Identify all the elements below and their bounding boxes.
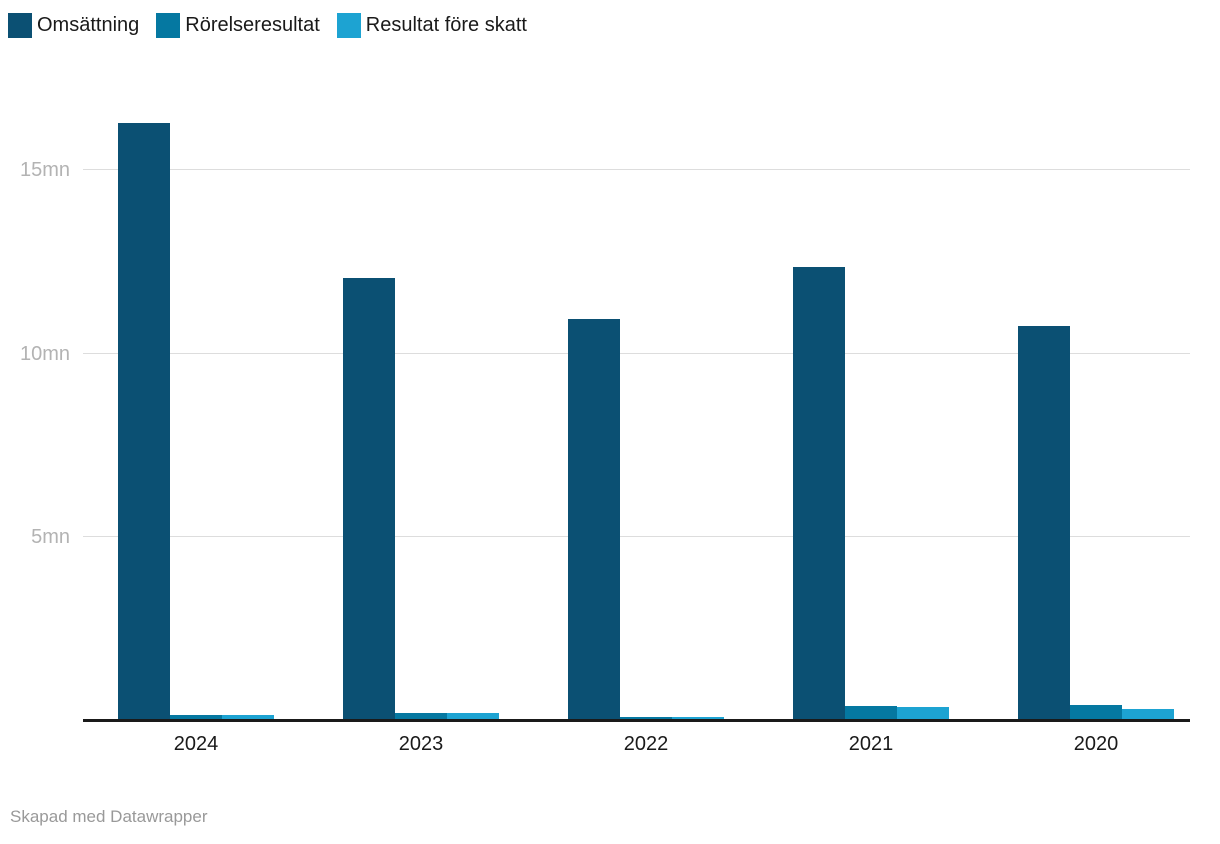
bar-group-2021 <box>793 267 949 720</box>
x-tick-label-2024: 2024 <box>173 733 219 755</box>
legend-swatch <box>156 13 181 38</box>
legend-label: Omsättning <box>37 14 140 36</box>
legend-label: Rörelseresultat <box>185 14 320 36</box>
legend-label: Resultat före skatt <box>365 14 527 36</box>
legend-item-r-relseresultat: Rörelseresultat <box>156 13 320 38</box>
legend: Omsättning Rörelseresultat Resultat före s… <box>8 13 527 38</box>
bar-2022-resultat-f-re-skatt[interactable] <box>672 717 724 720</box>
bar-2023-resultat-f-re-skatt[interactable] <box>447 713 499 720</box>
footer-credit: Skapad med Datawrapper <box>10 807 208 826</box>
bar-2021-r-relseresultat[interactable] <box>845 706 897 720</box>
legend-item-oms-ttning: Omsättning <box>8 13 139 38</box>
y-tick-label-15mn: 15mn <box>19 159 70 182</box>
gridline-5mn <box>83 535 1190 537</box>
plot-area: 5mn 10mn 15mn 2024 2023 2022 2021 2020 <box>0 97 1220 755</box>
bar-2021-resultat-f-re-skatt[interactable] <box>897 707 949 720</box>
bar-2024-resultat-f-re-skatt[interactable] <box>222 714 274 720</box>
bar-2020-oms-ttning[interactable] <box>1018 326 1070 720</box>
bar-2023-r-relseresultat[interactable] <box>395 713 447 720</box>
bar-group-2023 <box>343 278 499 720</box>
x-tick-label-2023: 2023 <box>398 733 444 755</box>
bar-2021-oms-ttning[interactable] <box>793 267 845 720</box>
y-tick-label-10mn: 10mn <box>19 342 70 365</box>
bar-2023-oms-ttning[interactable] <box>343 278 395 720</box>
gridline-15mn <box>83 169 1190 171</box>
legend-swatch <box>336 13 361 38</box>
legend-swatch <box>8 13 32 38</box>
bar-group-2020 <box>1018 326 1174 720</box>
bar-2024-r-relseresultat[interactable] <box>170 714 222 720</box>
bar-group-2024 <box>118 122 274 720</box>
legend-item-resultat-f-re-skatt: Resultat före skatt <box>336 13 527 38</box>
bar-2022-r-relseresultat[interactable] <box>620 717 672 720</box>
x-axis-line <box>83 719 1190 722</box>
bar-group-2022 <box>568 318 724 720</box>
y-tick-label-5mn: 5mn <box>31 525 70 548</box>
bar-2022-oms-ttning[interactable] <box>568 318 620 720</box>
x-tick-label-2021: 2021 <box>848 733 894 755</box>
bar-2020-r-relseresultat[interactable] <box>1070 704 1122 720</box>
x-tick-label-2022: 2022 <box>623 733 669 755</box>
bar-2024-oms-ttning[interactable] <box>118 122 170 720</box>
bar-2020-resultat-f-re-skatt[interactable] <box>1122 709 1174 720</box>
gridline-10mn <box>83 352 1190 354</box>
x-tick-label-2020: 2020 <box>1073 733 1119 755</box>
